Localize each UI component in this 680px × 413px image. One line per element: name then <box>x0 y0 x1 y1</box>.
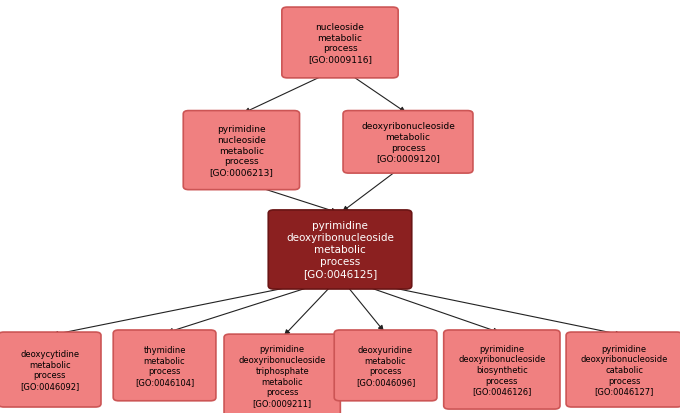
Text: pyrimidine
deoxyribonucleoside
biosynthetic
process
[GO:0046126]: pyrimidine deoxyribonucleoside biosynthe… <box>458 344 545 396</box>
FancyBboxPatch shape <box>566 332 680 407</box>
Text: thymidine
metabolic
process
[GO:0046104]: thymidine metabolic process [GO:0046104] <box>135 345 194 386</box>
Text: pyrimidine
deoxyribonucleoside
catabolic
process
[GO:0046127]: pyrimidine deoxyribonucleoside catabolic… <box>581 344 668 396</box>
Text: deoxyribonucleoside
metabolic
process
[GO:0009120]: deoxyribonucleoside metabolic process [G… <box>361 122 455 163</box>
FancyBboxPatch shape <box>0 332 101 407</box>
Text: pyrimidine
deoxyribonucleoside
metabolic
process
[GO:0046125]: pyrimidine deoxyribonucleoside metabolic… <box>286 221 394 279</box>
FancyBboxPatch shape <box>343 111 473 173</box>
Text: deoxycytidine
metabolic
process
[GO:0046092]: deoxycytidine metabolic process [GO:0046… <box>20 349 80 390</box>
Text: nucleoside
metabolic
process
[GO:0009116]: nucleoside metabolic process [GO:0009116… <box>308 23 372 64</box>
FancyBboxPatch shape <box>183 112 299 190</box>
FancyBboxPatch shape <box>334 330 437 401</box>
Text: pyrimidine
nucleoside
metabolic
process
[GO:0006213]: pyrimidine nucleoside metabolic process … <box>209 125 273 177</box>
FancyBboxPatch shape <box>282 8 398 79</box>
FancyBboxPatch shape <box>443 330 560 409</box>
FancyBboxPatch shape <box>224 335 340 413</box>
FancyBboxPatch shape <box>113 330 216 401</box>
Text: pyrimidine
deoxyribonucleoside
triphosphate
metabolic
process
[GO:0009211]: pyrimidine deoxyribonucleoside triphosph… <box>239 344 326 407</box>
Text: deoxyuridine
metabolic
process
[GO:0046096]: deoxyuridine metabolic process [GO:00460… <box>356 345 415 386</box>
FancyBboxPatch shape <box>268 211 411 289</box>
